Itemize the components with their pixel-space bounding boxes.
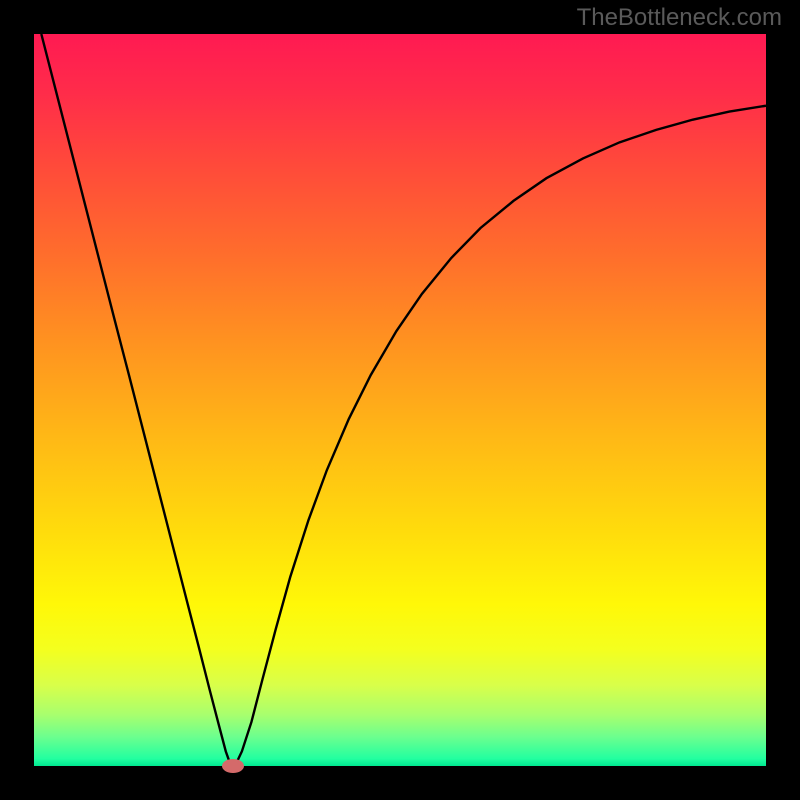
plot-area	[34, 34, 766, 766]
minimum-marker	[222, 759, 244, 773]
watermark-text: TheBottleneck.com	[577, 4, 782, 32]
bottleneck-curve	[41, 34, 766, 766]
curve-layer	[34, 34, 766, 766]
